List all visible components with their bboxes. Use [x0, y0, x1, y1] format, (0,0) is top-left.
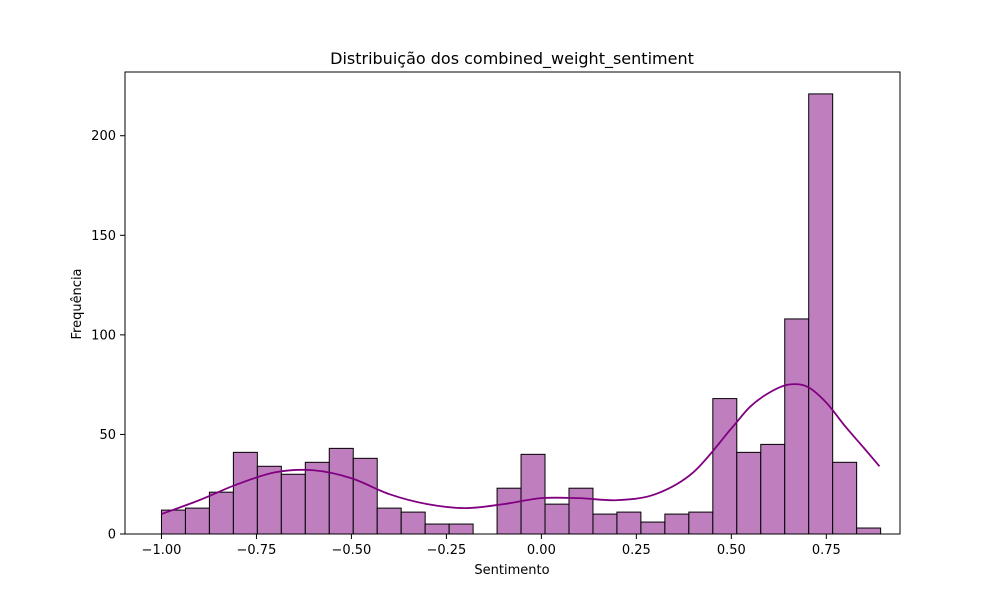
histogram-bar — [520, 453, 546, 535]
histogram-bar — [496, 487, 522, 535]
histogram-bar — [544, 503, 570, 535]
histogram-bar — [592, 513, 618, 535]
plot-frame — [124, 71, 901, 535]
histogram-bar — [808, 93, 834, 535]
histogram-bar — [784, 318, 810, 535]
histogram-bar — [688, 511, 714, 535]
y-tick-label: 150 — [91, 229, 116, 244]
axes: −1.00 −0.75 −0.50 −0.25 0.00 0.25 0.50 0.75 0 50 1… — [91, 71, 901, 558]
histogram-bar — [712, 398, 738, 535]
histogram-bar — [208, 491, 234, 535]
x-tick-label: 0.25 — [622, 543, 651, 558]
histogram-bar — [184, 507, 210, 535]
histogram-bar — [664, 513, 690, 535]
kde-curve-layer — [161, 383, 881, 515]
histogram-bar — [856, 527, 882, 535]
histogram-bar — [376, 507, 402, 535]
y-tick-label: 50 — [99, 428, 116, 443]
x-tick-label: 0.50 — [717, 543, 746, 558]
histogram-bar — [424, 523, 450, 535]
histogram-bar — [328, 447, 354, 535]
y-tick-label: 100 — [91, 328, 116, 343]
histogram-bar — [568, 487, 594, 535]
x-tick-label: −0.50 — [331, 543, 371, 558]
x-tick-label: 0.00 — [527, 543, 556, 558]
chart-title: Distribuição dos combined_weight_sentime… — [330, 49, 694, 69]
histogram-bar — [616, 511, 642, 535]
x-tick-label: −0.75 — [237, 543, 277, 558]
x-tick-label: 0.75 — [812, 543, 841, 558]
x-tick-label: −0.25 — [426, 543, 466, 558]
histogram-bar — [352, 457, 378, 535]
histogram-bar — [736, 451, 762, 535]
y-tick-label: 200 — [91, 129, 116, 144]
histogram-bar — [832, 461, 858, 535]
x-axis-label: Sentimento — [474, 563, 549, 578]
histogram-bar — [448, 523, 474, 535]
y-tick-label: 0 — [108, 528, 116, 543]
kde-curve — [161, 383, 881, 515]
x-tick-label: −1.00 — [142, 543, 182, 558]
histogram-bar — [304, 461, 330, 535]
histogram-bar — [232, 451, 258, 535]
histogram-bar — [640, 521, 666, 535]
histogram-bar — [400, 511, 426, 535]
histogram-bar — [760, 443, 786, 535]
histogram-bar — [280, 473, 306, 535]
histogram-bars — [160, 93, 882, 535]
y-axis-label: Frequência — [70, 268, 85, 339]
